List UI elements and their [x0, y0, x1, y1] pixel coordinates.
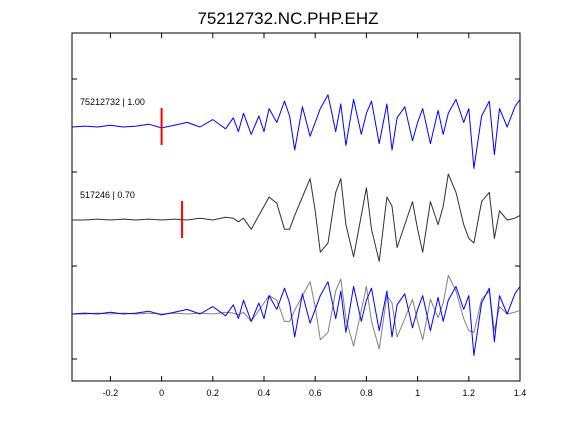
trace-line-1 [72, 173, 521, 262]
chart-title: 75212732.NC.PHP.EHZ [197, 9, 378, 28]
x-tick-label: 0.2 [207, 388, 220, 398]
x-tick-label: 1 [415, 388, 420, 398]
trace-labels: 75212732 | 1.00 517246 | 0.70 [80, 97, 145, 200]
traces-group [71, 94, 521, 356]
pick-markers [160, 108, 184, 238]
trace-line-2 [72, 274, 521, 350]
x-tick-label: 0 [159, 388, 164, 398]
x-tick-label: 1.4 [514, 388, 527, 398]
x-tick-label: -0.2 [103, 388, 119, 398]
y-axis-ticks [72, 78, 520, 360]
x-axis: -0.2 0 0.2 0.4 0.6 0.8 1 1.2 1.4 [103, 33, 527, 398]
plot-frame [71, 32, 521, 382]
trace-label-0: 75212732 | 1.00 [80, 97, 145, 107]
x-tick-label: 0.4 [258, 388, 271, 398]
trace-line-0 [71, 94, 521, 169]
trace-line-3 [71, 281, 521, 356]
trace-label-1: 517246 | 0.70 [80, 190, 135, 200]
x-tick-label: 0.8 [360, 388, 373, 398]
x-tick-label: 1.2 [463, 388, 476, 398]
x-tick-label: 0.6 [309, 388, 322, 398]
